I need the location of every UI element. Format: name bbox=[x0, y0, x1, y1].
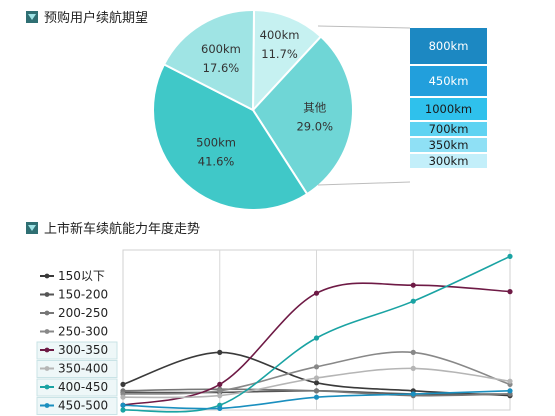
data-point bbox=[120, 407, 126, 413]
data-point bbox=[217, 405, 223, 411]
legend-marker bbox=[44, 273, 50, 279]
pie-slice-percent: 29.0% bbox=[296, 119, 333, 133]
data-point bbox=[313, 375, 320, 381]
pie-slice bbox=[152, 63, 309, 211]
data-point bbox=[217, 388, 223, 394]
legend-highlight bbox=[36, 378, 118, 397]
line-title: 上市新车续航能力年度走势 bbox=[44, 222, 201, 237]
legend-marker bbox=[44, 366, 50, 371]
pie-connector-line bbox=[317, 181, 411, 186]
legend-highlight bbox=[36, 397, 118, 415]
data-point bbox=[217, 381, 223, 387]
legend-marker bbox=[44, 347, 50, 353]
breakdown-item: 800km bbox=[410, 28, 487, 64]
data-point bbox=[410, 365, 416, 371]
breakdown-item: 700km bbox=[410, 122, 487, 136]
legend-label: 250-300 bbox=[58, 325, 108, 339]
pie-slice-label: 400km bbox=[260, 28, 300, 42]
legend-label: 400-450 bbox=[58, 380, 108, 394]
pie-slice-label: 其他 bbox=[303, 100, 326, 114]
legend-marker bbox=[44, 403, 50, 408]
pie-slice-percent: 11.7% bbox=[261, 47, 298, 61]
legend-label: 150以下 bbox=[58, 269, 105, 283]
data-point bbox=[313, 394, 320, 400]
pie-slice bbox=[162, 9, 256, 112]
legend-highlight bbox=[36, 360, 118, 378]
data-point bbox=[120, 394, 126, 400]
pie-connector-line bbox=[317, 25, 411, 29]
data-point bbox=[313, 380, 320, 386]
pie-slice bbox=[251, 35, 354, 196]
data-point bbox=[313, 290, 320, 296]
section-marker-icon bbox=[26, 221, 38, 234]
pie-slice-label: 600km bbox=[201, 42, 241, 56]
data-point bbox=[410, 298, 416, 304]
pie-title: 预购用户续航期望 bbox=[44, 11, 149, 26]
data-point bbox=[410, 349, 416, 355]
breakdown-item: 350km bbox=[410, 138, 487, 152]
data-point bbox=[507, 388, 513, 394]
data-point bbox=[313, 364, 320, 370]
pie-section-title: 预购用户续航期望 bbox=[26, 7, 148, 26]
breakdown-item: 1000km bbox=[410, 98, 487, 120]
data-point bbox=[217, 349, 223, 355]
data-point bbox=[507, 289, 513, 295]
legend-marker bbox=[44, 292, 50, 297]
section-marker-icon bbox=[26, 10, 38, 23]
pie-slice-percent: 41.6% bbox=[198, 155, 235, 169]
pie-slice-label: 500km bbox=[196, 136, 236, 150]
data-point bbox=[217, 393, 223, 399]
data-point bbox=[410, 282, 416, 288]
legend-marker bbox=[44, 384, 50, 390]
legend-label: 150-200 bbox=[58, 288, 108, 302]
legend-label: 200-250 bbox=[58, 306, 108, 320]
breakdown-item: 300km bbox=[410, 154, 487, 168]
legend-marker bbox=[44, 329, 50, 334]
legend-label: 350-400 bbox=[58, 362, 108, 376]
data-point bbox=[120, 402, 126, 408]
legend-marker bbox=[44, 310, 50, 316]
data-point bbox=[120, 381, 126, 387]
data-point bbox=[313, 335, 320, 341]
data-point bbox=[313, 388, 320, 394]
legend-label: 300-350 bbox=[58, 343, 108, 357]
pie-slice bbox=[251, 8, 323, 113]
line-section-title: 上市新车续航能力年度走势 bbox=[26, 218, 200, 237]
data-point bbox=[507, 378, 513, 384]
pie-slice-percent: 17.6% bbox=[203, 61, 240, 75]
legend-label: 450-500 bbox=[58, 399, 108, 413]
data-point bbox=[507, 253, 513, 259]
legend-highlight bbox=[36, 341, 118, 360]
data-point bbox=[410, 391, 416, 397]
breakdown-item: 450km bbox=[410, 66, 487, 96]
